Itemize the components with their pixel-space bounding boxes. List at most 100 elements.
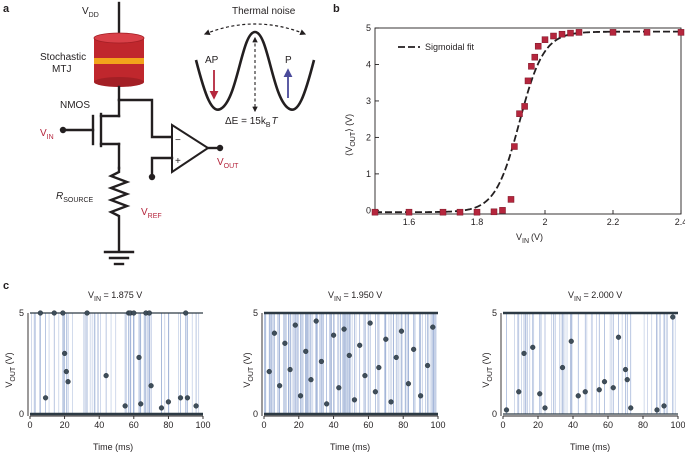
chart-b-xlabel: VIN (V) <box>516 232 543 245</box>
c3-xtick-label: 40 <box>568 420 578 430</box>
c3-data-point <box>559 364 566 371</box>
c2-data-point <box>411 346 417 352</box>
rsource-label: RSOURCE <box>56 191 94 204</box>
c2-data-point <box>324 401 330 407</box>
chart-b-data-point <box>609 29 617 36</box>
c2-xtick-label: 80 <box>398 420 408 430</box>
c3-data-point <box>670 314 676 320</box>
c1-data-point <box>42 395 49 401</box>
chart-c2-ylabel: VOUT (V) <box>242 352 255 387</box>
chart-b-data-point <box>511 143 518 150</box>
c3-samples <box>503 311 678 415</box>
chart-b-data-point <box>643 29 651 36</box>
vref-label: VREF <box>141 207 162 220</box>
chart-b-ytick-label: 3 <box>366 96 371 106</box>
legend-label: Sigmoidal fit <box>425 42 475 52</box>
c1-data-point <box>51 310 57 316</box>
c2-data-point <box>341 326 347 332</box>
c2-data-point <box>398 328 405 334</box>
chart-b-data-point <box>439 208 447 216</box>
opamp-minus: − <box>175 135 181 146</box>
c2-xtick-label: 40 <box>329 420 339 430</box>
mtj-label-line2: MTJ <box>52 64 71 75</box>
panel-label-b: b <box>333 3 340 15</box>
c2-transitions <box>264 313 437 414</box>
chart-b-data-point <box>550 32 557 40</box>
mtj-label-line1: Stochastic <box>40 52 86 63</box>
chart-c1-ylabel: VOUT (V) <box>4 352 17 387</box>
thermal-noise-arrow <box>203 23 307 36</box>
vref-wire <box>150 156 174 177</box>
c3-xtick-label: 20 <box>533 420 543 430</box>
chart-c1: VIN = 1.875 V VOUT (V) Time (ms) 0 20 40 60… <box>4 290 211 452</box>
chart-c3-ylabel: VOUT (V) <box>481 352 494 387</box>
c1-data-point <box>193 403 199 409</box>
c1-data-point <box>122 403 128 409</box>
c2-data-point <box>383 336 389 342</box>
chart-b-data-point <box>677 29 685 36</box>
chart-b-data-point <box>371 208 379 216</box>
c2-data-point <box>405 381 412 387</box>
chart-b-data-point <box>528 63 535 70</box>
chart-b-ytick-label: 4 <box>366 59 371 69</box>
panel-label-a: a <box>3 3 10 15</box>
energy-landscape: Thermal noise AP P ΔE = 15kBT <box>194 6 316 129</box>
c1-xtick-label: 40 <box>94 420 104 430</box>
chart-c3-xlabel: Time (ms) <box>570 442 610 452</box>
node-to-opamp-wire <box>117 98 174 139</box>
c2-data-point <box>393 354 399 361</box>
c2-data-point <box>313 318 319 324</box>
chart-b-ytick-label: 5 <box>366 23 371 33</box>
c1-ytick-label: 5 <box>19 308 24 318</box>
chart-b-data-point <box>516 110 523 117</box>
c1-data-point <box>84 310 90 316</box>
c2-data-point <box>418 393 424 399</box>
chart-c3-title: VIN = 2.000 V <box>568 290 622 303</box>
c2-data-point <box>357 342 363 348</box>
chart-b-data-point <box>534 42 542 50</box>
chart-b-data-point <box>521 103 528 110</box>
opamp-plus: + <box>175 156 181 167</box>
c3-data-point <box>661 403 667 409</box>
chart-b-frame <box>374 27 682 215</box>
c3-xtick-label: 80 <box>638 420 648 430</box>
chart-b-data-point <box>490 208 498 216</box>
opamp-triangle <box>171 123 210 174</box>
vdd-label: VDD <box>82 6 99 19</box>
c3-data-point <box>521 350 527 357</box>
chart-c1-xlabel: Time (ms) <box>93 442 133 452</box>
chart-b-data-point <box>541 36 549 43</box>
c3-data-point <box>537 391 543 397</box>
chart-b-xtick-label: 1.6 <box>403 217 416 227</box>
chart-b-data-point <box>499 207 506 214</box>
c2-data-point <box>351 397 358 403</box>
c2-samples <box>264 311 438 416</box>
c1-data-point <box>148 383 154 389</box>
chart-b-xtick-label: 2 <box>542 217 547 227</box>
chart-b-data-point <box>567 29 574 37</box>
c3-data-point <box>622 366 629 373</box>
c3-xtick-label: 60 <box>603 420 613 430</box>
mtj-device <box>93 32 145 87</box>
c2-xtick-label: 60 <box>363 420 373 430</box>
c3-data-point <box>582 389 588 395</box>
circuit-schematic: VDD Stochastic MTJ NMOS VIN RSOURCE <box>40 1 239 266</box>
ground-symbol <box>103 250 135 266</box>
c1-data-point <box>165 399 172 405</box>
chart-b-legend: Sigmoidal fit <box>398 42 475 52</box>
c1-xtick-label: 0 <box>27 420 32 430</box>
c1-data-point <box>61 350 68 357</box>
c1-data-point <box>65 379 71 385</box>
c3-data-point <box>542 405 548 411</box>
c2-data-point <box>346 352 352 359</box>
c3-data-point <box>615 334 622 340</box>
chart-b-data-point <box>531 53 539 61</box>
c1-data-point <box>103 373 109 379</box>
chart-b-data-point <box>473 208 481 216</box>
c3-data-point <box>654 407 660 413</box>
c3-data-point <box>530 344 536 350</box>
chart-b-data-point <box>507 196 515 203</box>
c1-xtick-label: 20 <box>60 420 70 430</box>
c2-ytick-label: 0 <box>253 409 258 419</box>
